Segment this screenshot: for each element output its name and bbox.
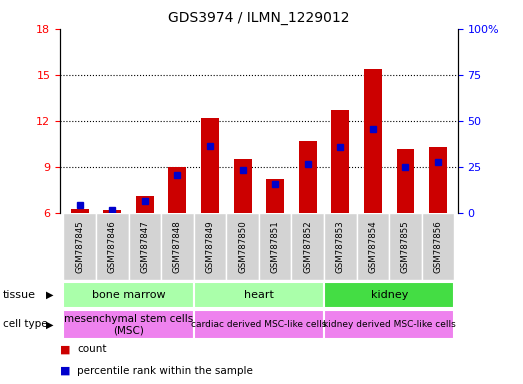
Bar [226,213,259,280]
Bar [396,149,414,213]
Title: GDS3974 / ILMN_1229012: GDS3974 / ILMN_1229012 [168,11,350,25]
Bar [422,213,454,280]
Bar [63,310,194,339]
Text: GSM787852: GSM787852 [303,220,312,273]
Text: heart: heart [244,290,274,300]
Text: GSM787855: GSM787855 [401,220,410,273]
Text: kidney: kidney [370,290,408,300]
Bar [71,209,89,213]
Bar [332,110,349,213]
Text: GSM787850: GSM787850 [238,220,247,273]
Bar [63,282,194,308]
Bar [324,213,357,280]
Text: kidney derived MSC-like cells: kidney derived MSC-like cells [323,320,456,329]
Text: ■: ■ [60,366,71,376]
Text: mesenchymal stem cells
(MSC): mesenchymal stem cells (MSC) [64,314,193,335]
Bar [201,118,219,213]
Bar [168,167,186,213]
Text: GSM787848: GSM787848 [173,220,182,273]
Bar [129,213,161,280]
Bar [136,196,154,213]
Text: bone marrow: bone marrow [92,290,165,300]
Bar [194,213,226,280]
Bar [324,282,454,308]
Bar [357,213,389,280]
Bar [429,147,447,213]
Text: GSM787845: GSM787845 [75,220,84,273]
Bar [389,213,422,280]
Text: count: count [77,344,106,354]
Bar [104,210,121,213]
Text: cardiac derived MSC-like cells: cardiac derived MSC-like cells [191,320,326,329]
Text: GSM787847: GSM787847 [140,220,150,273]
Bar [234,159,252,213]
Bar [194,310,324,339]
Bar [299,141,317,213]
Text: GSM787851: GSM787851 [271,220,280,273]
Text: GSM787854: GSM787854 [368,220,378,273]
Text: ▶: ▶ [46,290,53,300]
Text: GSM787853: GSM787853 [336,220,345,273]
Bar [194,282,324,308]
Bar [259,213,291,280]
Bar [266,179,284,213]
Text: percentile rank within the sample: percentile rank within the sample [77,366,253,376]
Bar [324,310,454,339]
Text: cell type: cell type [3,319,47,329]
Bar [63,213,96,280]
Bar [161,213,194,280]
Text: GSM787856: GSM787856 [434,220,442,273]
Text: ▶: ▶ [46,319,53,329]
Text: ■: ■ [60,344,71,354]
Bar [364,69,382,213]
Text: GSM787849: GSM787849 [206,220,214,273]
Bar [291,213,324,280]
Text: GSM787846: GSM787846 [108,220,117,273]
Text: tissue: tissue [3,290,36,300]
Bar [96,213,129,280]
